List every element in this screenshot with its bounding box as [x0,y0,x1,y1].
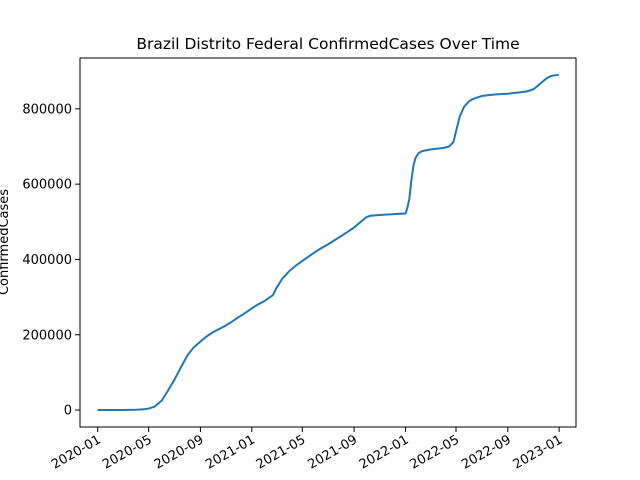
chart-title: Brazil Distrito Federal ConfirmedCases O… [136,35,519,53]
y-axis-ticks: 0 200000 400000 600000 800000 [22,102,80,419]
x-tick-label: 2020-01 [49,432,104,472]
x-tick-label: 2022-01 [357,432,412,472]
plot-background [80,58,576,427]
x-tick-label: 2022-09 [459,432,514,472]
y-tick-label: 600000 [22,178,72,193]
x-tick-label: 2021-05 [254,432,309,472]
axes-frame [79,57,577,428]
x-tick-label: 2021-09 [306,432,361,472]
y-tick-label: 0 [64,404,72,419]
y-tick-label: 200000 [22,328,72,343]
x-tick-label: 2020-09 [152,432,207,472]
series-layer [97,73,559,412]
x-tick-label: 2020-05 [100,432,155,472]
x-tick-label: 2021-01 [203,432,258,472]
series-line-0 [97,73,559,412]
x-tick-label: 2023-01 [511,432,566,472]
y-tick-label: 800000 [22,102,72,117]
y-tick-label: 400000 [22,253,72,268]
x-tick-label: 2022-05 [407,432,462,472]
x-axis-ticks: 2020-012020-052020-092021-012021-052021-… [49,427,565,473]
y-axis-label: ConfirmedCases [0,189,12,295]
